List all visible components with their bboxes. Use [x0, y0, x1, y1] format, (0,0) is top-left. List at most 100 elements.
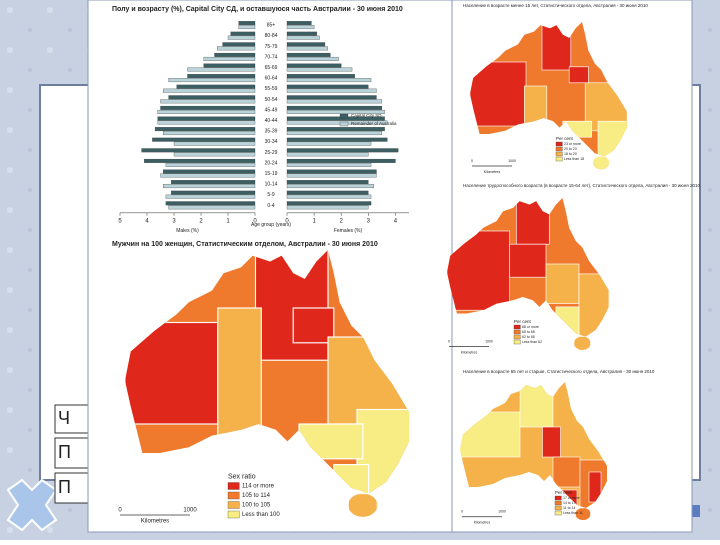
legend-swatch [513, 329, 521, 335]
bar [286, 67, 353, 72]
age-label: 10-14 [265, 182, 278, 188]
bar [286, 74, 355, 79]
x-tick-label: 0 [285, 218, 289, 224]
bar [238, 25, 256, 30]
cross-icon [6, 478, 58, 532]
legend-label: 11 to 14 [563, 506, 575, 510]
bar [286, 120, 388, 125]
region [509, 243, 547, 278]
bar [165, 162, 256, 167]
bar [163, 169, 256, 174]
bar [157, 116, 256, 121]
region [217, 307, 262, 440]
legend-label: Less than 62 [522, 340, 542, 344]
legend-swatch [513, 324, 521, 330]
bar [160, 173, 256, 178]
bar [187, 74, 256, 79]
cell-text: Ч [58, 408, 70, 428]
x-axis-label: Males (%) [176, 228, 199, 234]
bar [203, 63, 256, 68]
bar [286, 42, 326, 47]
age-label: 85+ [267, 23, 276, 29]
legend-label: 20 to 23 [564, 147, 577, 151]
legend-swatch [555, 156, 563, 162]
age-label: 60-64 [265, 76, 278, 82]
age-label: 30-34 [265, 139, 278, 145]
legend-swatch [555, 141, 563, 147]
scale-label: 0 [118, 508, 122, 514]
bar [286, 131, 383, 136]
x-tick-label: 2 [199, 218, 203, 224]
scale-label: 0 [471, 159, 473, 163]
bar [286, 173, 377, 178]
region [588, 471, 602, 503]
x-tick-label: 4 [145, 218, 149, 224]
bar [286, 184, 374, 189]
bar [286, 158, 396, 163]
legend-title: Sex ratio [228, 473, 256, 480]
bar [286, 63, 342, 68]
bar [286, 109, 385, 114]
age-label: 0-4 [267, 203, 274, 209]
bar [163, 131, 256, 136]
legend-swatch [227, 482, 240, 490]
x-tick-label: 0 [253, 218, 257, 224]
bar [222, 42, 256, 47]
bar [141, 148, 256, 153]
scale-label: 1000 [183, 508, 197, 514]
bar [160, 99, 256, 104]
bar [168, 205, 256, 210]
bar [286, 116, 385, 121]
age-label: 80-84 [265, 33, 278, 39]
bar [286, 127, 385, 132]
bar [286, 105, 383, 110]
bar [286, 99, 383, 104]
bar [286, 31, 317, 36]
bar [214, 52, 256, 57]
x-tick-label: 2 [340, 218, 344, 224]
bar [286, 141, 372, 146]
legend-label: 114 or more [242, 484, 275, 490]
map-title: Население трудоспособного возраста (в во… [463, 183, 700, 188]
x-tick-label: 1 [226, 218, 230, 224]
bar [157, 109, 256, 114]
scale-label: Kilometres [141, 519, 169, 525]
age-label: 75-79 [265, 44, 278, 50]
age-label: 5-9 [267, 192, 274, 198]
bar [230, 31, 256, 36]
legend-label: 14 to 17 [563, 501, 576, 505]
region [552, 456, 581, 488]
cell-text: П [58, 442, 71, 462]
x-axis-label: Females (%) [334, 228, 363, 234]
bar [286, 56, 339, 61]
x-tick-label: 5 [118, 218, 122, 224]
legend-swatch [513, 339, 521, 345]
legend-swatch [227, 510, 240, 519]
age-label: 70-74 [265, 54, 278, 60]
bar [286, 201, 372, 206]
legend-label: Remainder of Australia [351, 121, 397, 126]
bar [286, 180, 369, 185]
scale-label: 0 [448, 340, 450, 344]
legend-swatch [554, 510, 562, 516]
age-label: 55-59 [265, 86, 278, 92]
legend-swatch [339, 113, 349, 119]
map-title: Население в возрасте 65 лет и старше, Ст… [463, 369, 655, 374]
bar [286, 52, 331, 57]
bar [286, 46, 328, 51]
bar [286, 148, 399, 153]
legend-label: 18 to 20 [564, 152, 577, 156]
bar [187, 67, 256, 72]
bar [286, 21, 312, 26]
legend-swatch [554, 495, 562, 501]
bar [168, 78, 256, 83]
cell-text: П [58, 477, 71, 497]
legend-swatch [555, 146, 563, 152]
age-label: 20-24 [265, 160, 278, 166]
region [568, 66, 589, 84]
legend-title: Per cent [514, 319, 532, 324]
x-tick-label: 4 [394, 218, 398, 224]
region [470, 61, 527, 127]
